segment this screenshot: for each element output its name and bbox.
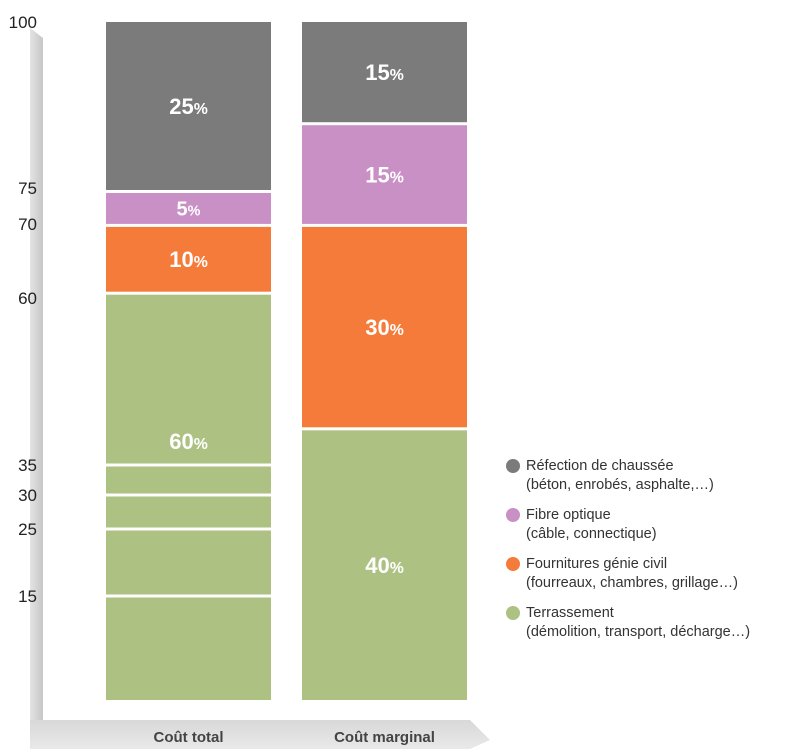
legend-label: Réfection de chaussée [526, 458, 674, 474]
legend-description: (démolition, transport, décharge…) [526, 624, 751, 640]
bar-segment [106, 226, 271, 292]
data-label: 30% [365, 315, 404, 340]
y-tick-label: 15 [18, 587, 37, 606]
bar-segment [106, 193, 271, 224]
bar-separator [106, 493, 271, 497]
legend-label: Terrassement [526, 605, 614, 621]
legend: Réfection de chaussée (béton, enrobés, as… [506, 457, 792, 653]
x-axis-arrow [30, 720, 490, 749]
chart-axes [30, 28, 490, 749]
data-label: 60% [169, 429, 208, 454]
bar-segment [302, 430, 467, 700]
x-category-label: Coût total [154, 729, 224, 746]
bar-segment [106, 294, 271, 700]
legend-item: Fournitures génie civil (fourreaux, chamb… [506, 555, 792, 593]
bar-segment [302, 125, 467, 224]
data-label: 40% [365, 553, 404, 578]
bar-segment [302, 22, 467, 123]
bar-separator [106, 463, 271, 467]
y-tick-label: 35 [18, 456, 37, 475]
y-tick-label: 60 [18, 289, 37, 308]
legend-label: Fournitures génie civil [526, 556, 668, 572]
data-label: 15% [365, 162, 404, 187]
bar-separator [106, 594, 271, 598]
legend-item: Terrassement (démolition, transport, déch… [506, 604, 792, 642]
legend-swatch [506, 459, 520, 473]
legend-description: (béton, enrobés, asphalte,…) [526, 477, 714, 493]
y-tick-label: 70 [18, 215, 37, 234]
data-label: 10% [169, 247, 208, 272]
legend-swatch [506, 557, 520, 571]
data-label: 5% [177, 199, 201, 221]
y-tick-label: 30 [18, 486, 37, 505]
legend-label: Fibre optique [526, 507, 611, 523]
y-tick-label: 100 [9, 13, 37, 32]
bar-segment [302, 226, 467, 428]
x-category-label: Coût marginal [334, 729, 435, 746]
y-tick-label: 75 [18, 179, 37, 198]
bars: 60% 10% 5% 25% 40% 30% 15% 15% [106, 22, 467, 700]
bar-separator [106, 527, 271, 531]
data-label: 15% [365, 60, 404, 85]
y-tick-label: 25 [18, 520, 37, 539]
data-label: 25% [169, 94, 208, 119]
legend-item: Réfection de chaussée (béton, enrobés, as… [506, 457, 792, 495]
legend-description: (fourreaux, chambres, grillage…) [526, 575, 738, 591]
bar-segment [106, 22, 271, 190]
legend-swatch [506, 606, 520, 620]
y-axis-bar [30, 28, 43, 720]
legend-item: Fibre optique (câble, connectique) [506, 506, 792, 544]
legend-swatch [506, 508, 520, 522]
x-axis-categories: Coût total Coût marginal [154, 729, 435, 746]
y-axis-ticks: 100 75 70 60 35 30 25 15 [9, 13, 37, 606]
legend-description: (câble, connectique) [526, 526, 657, 542]
